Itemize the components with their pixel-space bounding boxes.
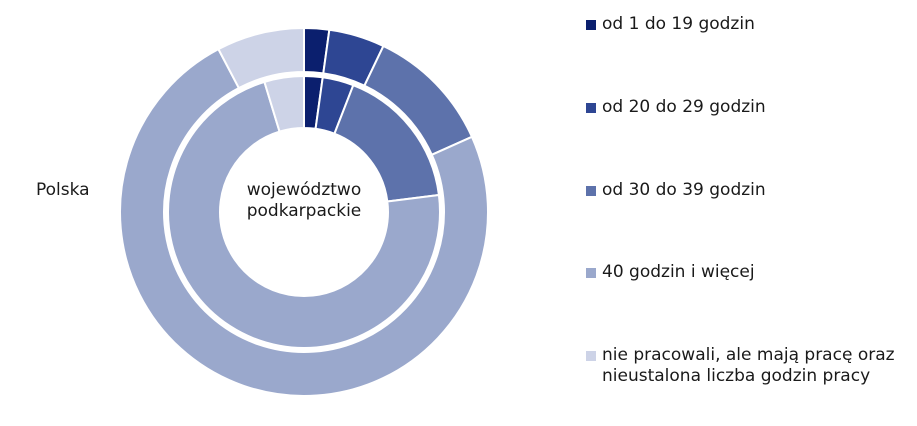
outer-ring-label: Polska	[36, 180, 90, 200]
legend-label: od 30 do 39 godzin	[602, 180, 766, 200]
legend-swatch	[586, 103, 596, 113]
legend-item: od 1 do 19 godzin	[586, 14, 912, 35]
legend-swatch	[586, 20, 596, 30]
legend-item: 40 godzin i więcej	[586, 262, 912, 283]
donut-segment	[167, 80, 441, 349]
legend-label: od 20 do 29 godzin	[602, 97, 766, 117]
legend-label: 40 godzin i więcej	[602, 262, 755, 282]
legend-label: nie pracowali, ale mają pracę oraz nieus…	[602, 345, 895, 386]
donut-segment	[119, 47, 489, 397]
legend-item: od 30 do 39 godzin	[586, 180, 912, 201]
legend-item: od 20 do 29 godzin	[586, 97, 912, 118]
legend-label: od 1 do 19 godzin	[602, 14, 755, 34]
legend-swatch	[586, 268, 596, 278]
donut-segment	[263, 74, 305, 133]
inner-ring-label: województwo podkarpackie	[246, 180, 362, 221]
legend-swatch	[586, 351, 596, 361]
donut-segment	[217, 26, 305, 90]
legend-item: nie pracowali, ale mają pracę oraz nieus…	[586, 345, 912, 387]
legend-swatch	[586, 186, 596, 196]
